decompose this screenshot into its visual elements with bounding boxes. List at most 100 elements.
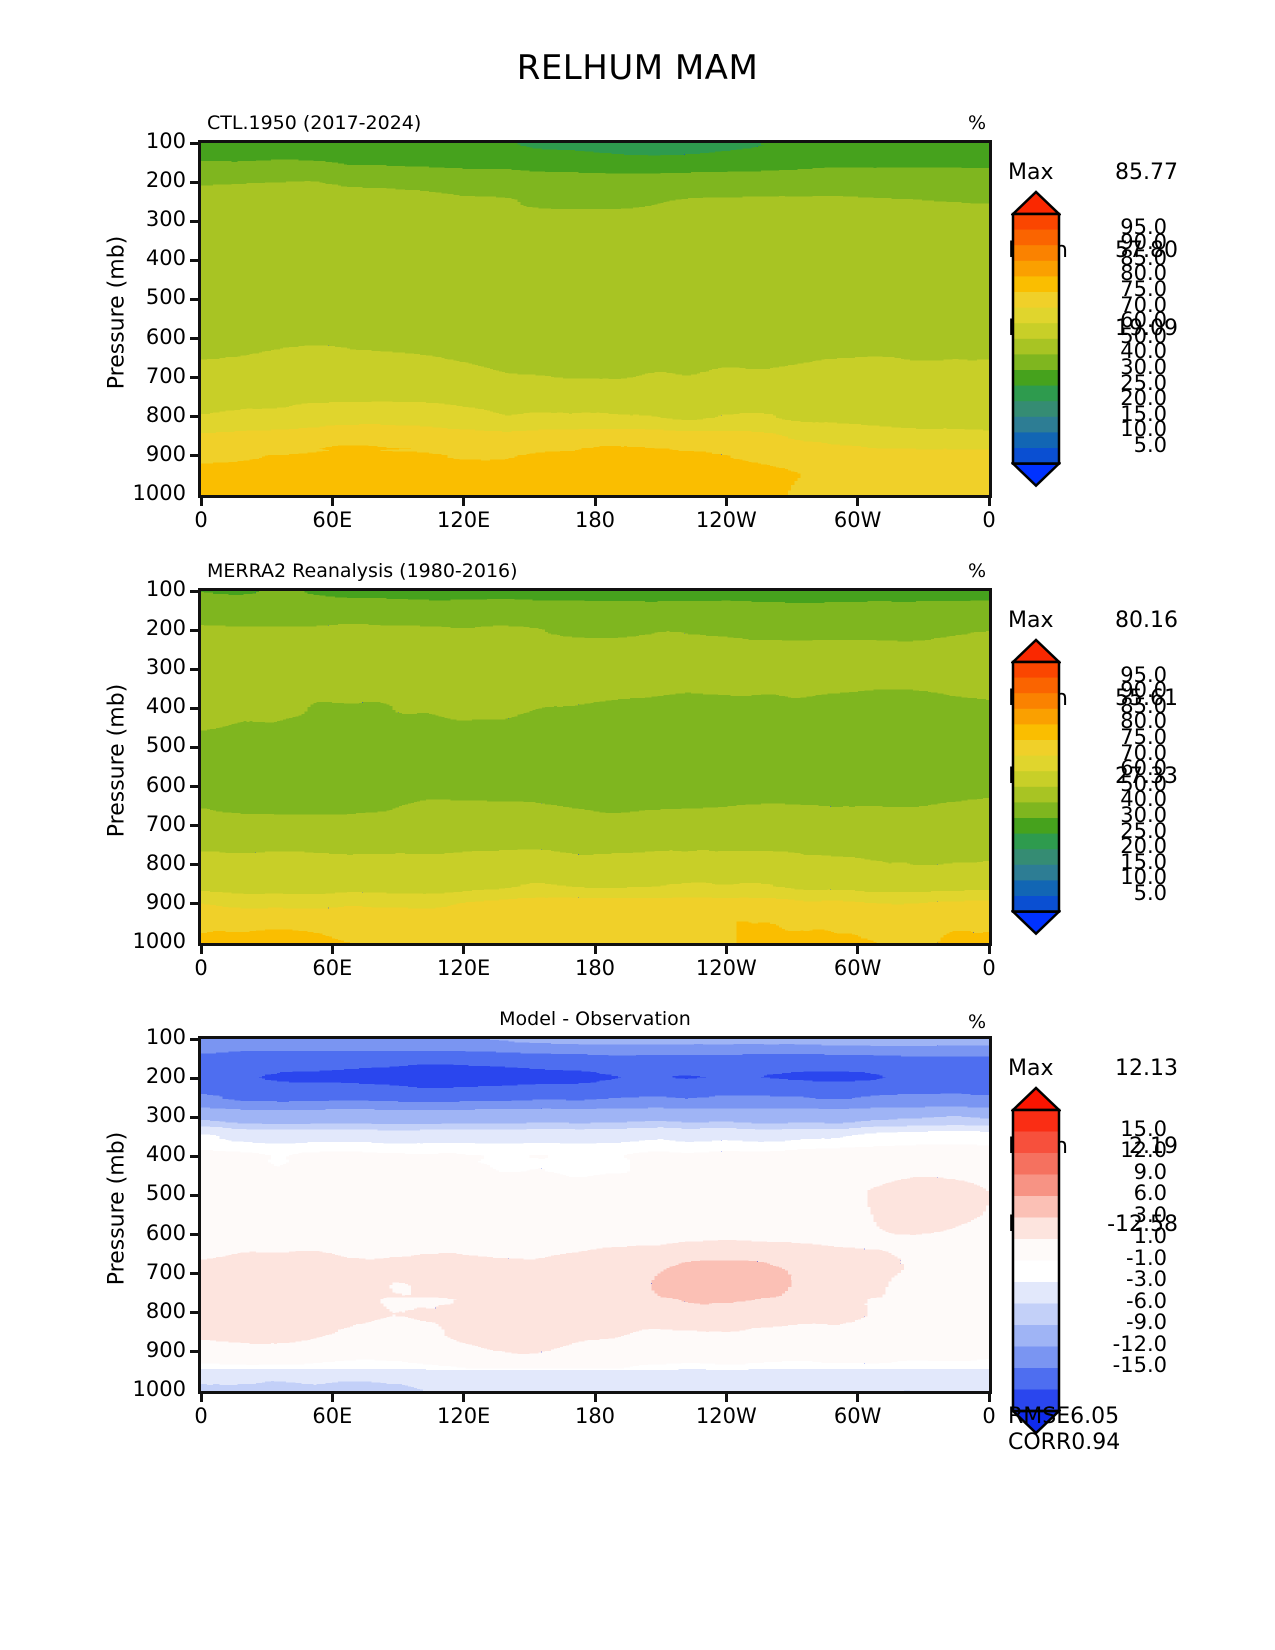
y-axis-tick-mark [190, 454, 201, 458]
colorbar-tick-label: 70.0 [1120, 292, 1167, 317]
y-axis-tick-label: 400 [145, 246, 186, 271]
x-axis-tick-mark [724, 495, 728, 506]
panel-title-difference: Model - Observation [499, 1008, 691, 1030]
stat-value-mean: 57.80 [1115, 238, 1178, 263]
x-axis-tick-label: 120W [695, 1404, 757, 1428]
colorbar-tick-label: 50.0 [1120, 771, 1167, 796]
colorbar-tick-label: 75.0 [1120, 725, 1167, 749]
y-axis-tick-label: 1000 [132, 929, 186, 953]
colorbar-tick-label: 30.0 [1120, 803, 1167, 827]
units-label-observation: % [968, 560, 987, 582]
colorbar-tick-label: 3.0 [1133, 1202, 1167, 1227]
contour-plot-control [198, 140, 992, 498]
y-axis-tick-label: 100 [145, 129, 186, 153]
colorbar-tick-label: 9.0 [1133, 1159, 1167, 1184]
y-axis-tick-mark [190, 1233, 201, 1237]
colorbar-tick-label: -9.0 [1126, 1310, 1167, 1334]
x-axis-tick-mark [593, 1391, 597, 1402]
colorbar-observation [1009, 638, 1063, 940]
y-axis-tick-mark [190, 1350, 201, 1354]
y-axis-tick-label: 300 [145, 1103, 186, 1128]
y-axis-tick-mark [190, 1272, 201, 1276]
colorbar-tick-label: 60.0 [1120, 308, 1167, 333]
colorbar-tick-label: 12.0 [1120, 1138, 1167, 1162]
x-axis-tick-mark [724, 943, 728, 954]
y-axis-tick-label: 600 [145, 772, 186, 797]
page-title: RELHUM MAM [516, 48, 759, 88]
y-axis-tick-label: 900 [145, 889, 186, 914]
stat-value-mean: 55.61 [1115, 686, 1178, 711]
x-axis-tick-mark [987, 943, 991, 954]
panel-title-control: CTL.1950 (2017-2024) [207, 112, 422, 134]
x-axis-tick-label: 0 [982, 1404, 996, 1428]
y-axis-tick-mark [190, 745, 201, 749]
colorbar-tick-label: 10.0 [1120, 865, 1167, 890]
colorbar-tick-label: 1.0 [1133, 1224, 1167, 1248]
x-axis-tick-mark [593, 943, 597, 954]
y-axis-tick-label: 600 [145, 1220, 186, 1245]
y-axis-tick-mark [190, 1037, 201, 1041]
y-axis-tick-mark [190, 297, 201, 301]
x-axis-tick-label: 60W [833, 956, 882, 980]
colorbar-tick-label: 10.0 [1120, 417, 1167, 442]
colorbar-tick-label: 25.0 [1120, 370, 1167, 395]
colorbar-tick-label: 70.0 [1120, 740, 1167, 765]
colorbar-tick-label: 90.0 [1120, 678, 1167, 703]
colorbar-tick-label: 75.0 [1120, 277, 1167, 301]
stat-value-min: -12.58 [1107, 1212, 1178, 1237]
y-axis-tick-label: 600 [145, 324, 186, 349]
y-axis-tick-label: 700 [145, 811, 186, 836]
y-axis-tick-label: 900 [145, 1337, 186, 1362]
colorbar-tick-label: 50.0 [1120, 323, 1167, 348]
y-axis-tick-mark [190, 1115, 201, 1119]
y-axis-tick-mark [190, 1076, 201, 1080]
colorbar-tick-label: 15.0 [1120, 1116, 1167, 1141]
stat-key-max: Max [1008, 608, 1054, 633]
y-axis-tick-label: 100 [145, 1025, 186, 1049]
x-axis-tick-label: 180 [574, 508, 616, 532]
colorbar-difference [1009, 1086, 1063, 1439]
y-axis-tick-mark [190, 785, 201, 789]
x-axis-tick-mark [462, 943, 466, 954]
colorbar-tick-label: 15.0 [1120, 849, 1167, 874]
y-axis-tick-label: 200 [145, 1064, 186, 1089]
colorbar-tick-label: 95.0 [1120, 214, 1167, 239]
x-axis-tick-mark [330, 1391, 334, 1402]
y-axis-tick-mark [190, 141, 201, 145]
y-axis-tick-label: 100 [145, 577, 186, 601]
y-axis-tick-mark [190, 706, 201, 710]
x-axis-tick-label: 180 [574, 956, 616, 980]
stat-value-max: 85.77 [1115, 160, 1178, 185]
panel-title-observation: MERRA2 Reanalysis (1980-2016) [207, 560, 518, 582]
y-axis-tick-label: 700 [145, 363, 186, 388]
x-axis-tick-mark [199, 495, 203, 506]
colorbar-tick-label: 25.0 [1120, 818, 1167, 843]
skill-value-corr: 0.94 [1071, 1430, 1121, 1455]
colorbar-tick-label: 80.0 [1120, 709, 1167, 734]
x-axis-tick-label: 180 [574, 1404, 616, 1428]
colorbar-tick-label: 40.0 [1120, 339, 1167, 364]
x-axis-tick-mark [987, 495, 991, 506]
x-axis-tick-label: 120E [436, 1404, 491, 1428]
colorbar-tick-label: 60.0 [1120, 756, 1167, 781]
y-axis-tick-mark [190, 863, 201, 867]
y-axis-tick-mark [190, 667, 201, 671]
x-axis-tick-mark [856, 1391, 860, 1402]
units-label-difference: % [968, 1011, 987, 1033]
y-axis-tick-label: 300 [145, 655, 186, 680]
y-axis-tick-mark [190, 902, 201, 906]
x-axis-tick-mark [199, 1391, 203, 1402]
colorbar-tick-label: 80.0 [1120, 261, 1167, 286]
x-axis-tick-label: 120W [695, 508, 757, 532]
x-axis-tick-label: 0 [982, 508, 996, 532]
colorbar-tick-label: 5.0 [1133, 881, 1167, 905]
y-axis-tick-label: 1000 [132, 1377, 186, 1401]
y-axis-tick-label: 400 [145, 694, 186, 719]
skill-key-rmse: RMSE [1008, 1404, 1071, 1429]
x-axis-tick-label: 0 [194, 956, 208, 980]
y-axis-tick-mark [190, 180, 201, 184]
y-axis-tick-label: 800 [145, 402, 186, 427]
skill-key-corr: CORR [1008, 1430, 1072, 1455]
colorbar-tick-label: 85.0 [1120, 693, 1167, 718]
stat-value-max: 12.13 [1115, 1056, 1178, 1081]
